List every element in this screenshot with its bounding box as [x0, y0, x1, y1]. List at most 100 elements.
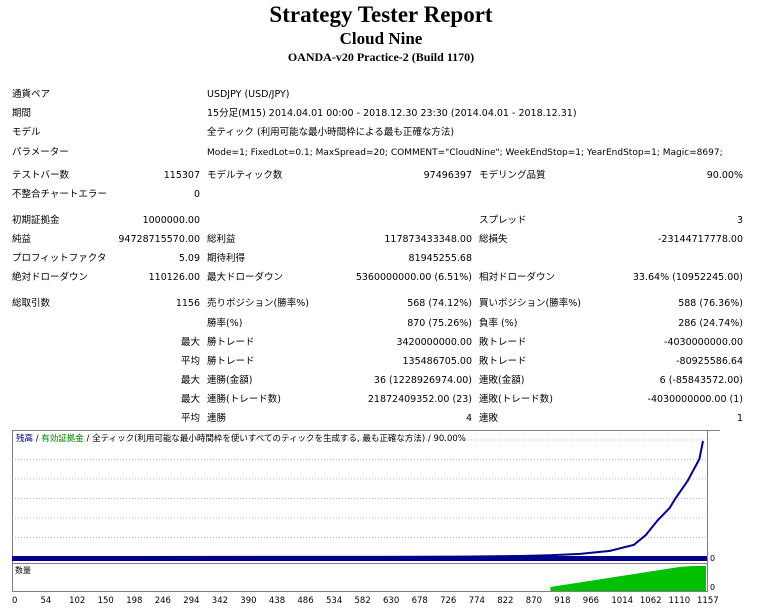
x-tick-label: 0 — [12, 596, 17, 606]
net-profit-label: 純益 — [12, 234, 32, 245]
long-positions-value: 588 (76.36%) — [678, 298, 743, 309]
gross-loss-value: -23144717778.00 — [657, 234, 743, 245]
setting-label-model: モデル — [12, 127, 41, 138]
short-positions-label: 売りポジション(勝率%) — [207, 298, 309, 309]
deposit-label: 初期証拠金 — [12, 215, 60, 226]
trade-row-prefix: 平均 — [180, 356, 200, 367]
x-tick-label: 1157 — [697, 596, 719, 606]
trade-row-value-1: 870 (75.26%) — [407, 318, 472, 329]
ea-name: Cloud Nine — [339, 29, 423, 48]
profit-factor-value: 5.09 — [178, 253, 200, 264]
legend-equity: 有効証拠金 — [41, 433, 84, 444]
rel-drawdown-label: 相対ドローダウン — [479, 272, 556, 283]
setting-value-period: 15分足(M15) 2014.04.01 00:00 - 2018.12.30 … — [207, 108, 577, 119]
volume-area — [550, 566, 706, 591]
server-build: OANDA-v20 Practice-2 (Build 1170) — [287, 50, 475, 64]
quality-value: 90.00% — [706, 170, 743, 181]
x-tick-label: 150 — [98, 596, 114, 606]
trade-row-label-1: 勝率(%) — [207, 318, 243, 329]
trade-row-label-2: 敗トレード — [479, 356, 527, 367]
x-tick-label: 726 — [440, 596, 456, 606]
balance-baseline — [12, 556, 707, 561]
legend-balance: 残高 — [16, 433, 33, 444]
max-drawdown-label: 最大ドローダウン — [207, 272, 284, 283]
x-tick-label: 342 — [212, 596, 228, 606]
trade-row-value-2: -4030000000.00 (1) — [647, 394, 743, 405]
setting-value-symbol: USDJPY (USD/JPY) — [207, 89, 290, 100]
abs-drawdown-label: 絶対ドローダウン — [12, 272, 89, 283]
total-trades-value: 1156 — [175, 298, 200, 309]
trade-row-label-2: 連敗(トレード数) — [479, 394, 553, 405]
expected-payoff-label: 期待利得 — [207, 253, 246, 264]
trade-row-prefix: 最大 — [180, 375, 200, 386]
chart-y-zero-label: 0 — [710, 554, 715, 563]
setting-label-parameters: パラメーター — [12, 147, 69, 158]
legend-model: 全ティック(利用可能な最小時間枠を使いすべてのティックを生成する, 最も正確な方… — [92, 433, 425, 444]
short-positions-value: 568 (74.12%) — [407, 298, 472, 309]
chart-legend: 残高 / 有効証拠金 / 全ティック(利用可能な最小時間枠を使いすべてのティック… — [16, 433, 466, 444]
net-profit-value: 94728715570.00 — [118, 234, 200, 245]
trade-row-prefix: 最大 — [180, 394, 200, 405]
trade-row-label-2: 連敗(金額) — [479, 375, 525, 386]
x-tick-label: 774 — [469, 596, 485, 606]
trade-row-value-1: 135486705.00 — [402, 356, 472, 367]
x-tick-label: 582 — [355, 596, 371, 606]
spread-label: スプレッド — [479, 215, 527, 226]
x-tick-label: 822 — [497, 596, 513, 606]
x-tick-label: 102 — [69, 596, 85, 606]
trade-row-value-1: 36 (1228926974.00) — [373, 375, 472, 386]
trade-row-label-1: 勝トレード — [207, 356, 255, 367]
total-trades-label: 総取引数 — [12, 298, 51, 309]
trade-row-value-1: 3420000000.00 — [396, 337, 472, 348]
trade-row-value-1: 21872409352.00 (23) — [367, 394, 472, 405]
trade-row-prefix: 最大 — [180, 337, 200, 348]
setting-value-parameters: Mode=1; FixedLot=0.1; MaxSpread=20; COMM… — [207, 148, 723, 158]
trade-row-prefix: 平均 — [180, 413, 200, 424]
trade-row-label-1: 勝トレード — [207, 337, 255, 348]
trade-row-label-1: 連勝(トレード数) — [207, 394, 281, 405]
x-tick-label: 630 — [383, 596, 399, 606]
legend-sep: / — [425, 434, 433, 444]
bars-label: テストバー数 — [12, 170, 70, 181]
trade-row-label-2: 敗トレード — [479, 337, 527, 348]
gross-profit-label: 総利益 — [207, 234, 236, 245]
x-tick-label: 54 — [41, 596, 52, 606]
trade-row-value-1: 4 — [465, 413, 472, 424]
mismatch-label: 不整合チャートエラー — [12, 189, 107, 200]
volume-chart: 数量 0 — [12, 563, 715, 592]
gross-profit-value: 117873433348.00 — [384, 234, 472, 245]
balance-line — [14, 440, 704, 558]
setting-value-model: 全ティック (利用可能な最小時間枠による最も正確な方法) — [207, 127, 455, 138]
long-positions-label: 買いポジション(勝率%) — [479, 298, 581, 309]
x-tick-label: 1062 — [640, 596, 662, 606]
x-tick-label: 486 — [297, 596, 313, 606]
volume-label: 数量 — [15, 565, 31, 575]
trade-row-value-2: -4030000000.00 — [664, 337, 743, 348]
balance-chart: 残高 / 有効証拠金 / 全ティック(利用可能な最小時間枠を使いすべてのティック… — [12, 430, 720, 563]
x-tick-label: 198 — [126, 596, 142, 606]
x-tick-label: 870 — [526, 596, 542, 606]
mismatch-value: 0 — [193, 189, 200, 200]
trade-row-label-1: 連勝 — [207, 413, 227, 424]
ticks-label: モデルティック数 — [207, 170, 283, 181]
trade-row-label-2: 連敗 — [479, 413, 499, 424]
max-drawdown-value: 5360000000.00 (6.51%) — [355, 272, 472, 283]
ticks-value: 97496397 — [423, 170, 472, 181]
x-tick-label: 918 — [554, 596, 570, 606]
legend-sep: / — [84, 434, 92, 444]
setting-label-symbol: 通貨ペア — [12, 89, 51, 100]
x-tick-label: 294 — [183, 596, 199, 606]
x-axis: 0 54 102 150 198 246 294 342 390 438 486 534 582 630 6… — [12, 596, 719, 606]
x-tick-label: 1014 — [611, 596, 633, 606]
rel-drawdown-value: 33.64% (10952245.00) — [632, 272, 743, 283]
bars-value: 115307 — [163, 170, 200, 181]
x-tick-label: 966 — [583, 596, 599, 606]
x-tick-label: 246 — [155, 596, 171, 606]
trade-row-value-2: 1 — [736, 413, 743, 424]
chart-grid — [12, 439, 707, 538]
trade-row-value-2: 286 (24.74%) — [678, 318, 743, 329]
trade-row-label-2: 負率 (%) — [479, 318, 518, 329]
gross-loss-label: 総損失 — [479, 234, 508, 245]
trade-row-label-1: 連勝(金額) — [207, 375, 253, 386]
spread-value: 3 — [736, 215, 743, 226]
